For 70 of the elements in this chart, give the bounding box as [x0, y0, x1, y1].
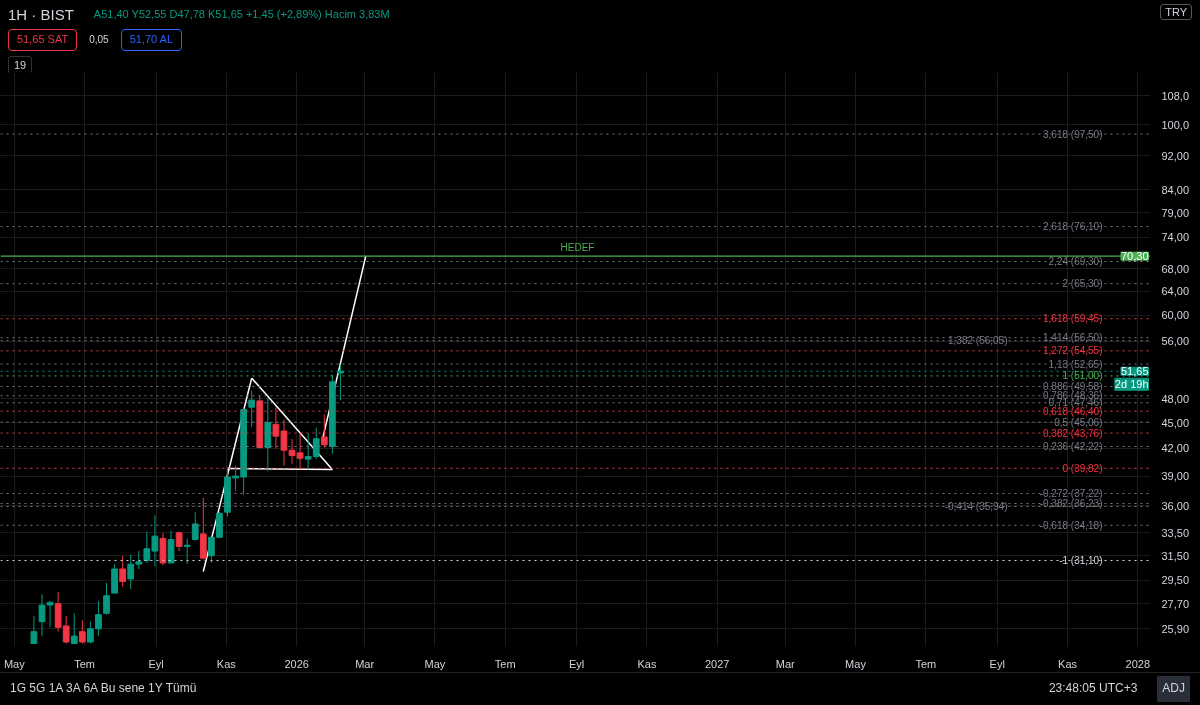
y-tick-label: 36,00 [1161, 499, 1190, 512]
ref-line-label: 1,382 (56,05) [948, 335, 1008, 347]
x-tick-label: May [845, 657, 867, 670]
y-tick-label: 92,00 [1161, 149, 1190, 162]
x-tick-label: 2027 [705, 657, 730, 670]
y-tick-label: 79,00 [1161, 206, 1190, 219]
y-tick-label: 42,00 [1161, 442, 1190, 455]
text: 51,65 SAT [8, 29, 78, 51]
ref-line-label: -1 (31,10) [1059, 555, 1103, 567]
annotation: 70,30 [1120, 250, 1149, 263]
ref-line-label: 2,618 (76,10) [1043, 221, 1103, 233]
ref-line-label: 0,236 (42,22) [1043, 440, 1103, 452]
y-tick-label: 84,00 [1161, 183, 1190, 196]
x-tick-label: Mar [355, 657, 375, 670]
x-tick-label: Eyl [989, 657, 1005, 670]
ref-line-label: HEDEF [560, 242, 595, 254]
y-tick-label: 56,00 [1161, 335, 1190, 348]
y-tick-label: 60,00 [1161, 309, 1190, 322]
x-tick-label: Tem [74, 657, 96, 670]
x-tick-label: Kas [637, 657, 657, 670]
ref-line-label: -0,618 (34,18) [1039, 519, 1103, 531]
text: 1G 5G 1A 3A 6A Bu sene 1Y Tümü [10, 680, 197, 698]
x-tick-label: May [3, 657, 26, 670]
ref-line-label: 2 (65,30) [1062, 278, 1103, 290]
y-tick-label: 27,70 [1161, 597, 1190, 610]
text: A51,40 Y52,55 D47,78 K51,65 +1,45 (+2,89%) Hacim 3,83M [93, 7, 390, 23]
y-tick-label: 25,90 [1161, 622, 1190, 635]
x-tick-label: Eyl [148, 657, 164, 670]
x-tick-label: 2026 [284, 657, 309, 670]
ref-line-label: 3,618 (97,50) [1043, 128, 1103, 140]
ref-line-label: -0,414 (35,94) [944, 501, 1008, 513]
y-tick-label: 31,50 [1161, 549, 1190, 562]
text: 0,05 [88, 32, 110, 47]
ref-line-label: 0,5 (45,06) [1054, 416, 1103, 428]
text: 23:48:05 UTC+3 [1048, 680, 1138, 698]
ref-line-label: 1,13 (52,65) [1048, 358, 1103, 370]
y-tick-label: 39,00 [1161, 470, 1190, 483]
y-tick-label: 45,00 [1161, 416, 1190, 429]
text: ADJ [1157, 676, 1190, 702]
y-tick-label: 33,50 [1161, 526, 1190, 539]
x-tick-label: May [424, 657, 446, 670]
text: 51,70 AL [120, 29, 183, 51]
x-tick-label: Tem [915, 657, 937, 670]
ref-line-label: 1,618 (59,45) [1043, 313, 1103, 325]
y-tick-label: 108,0 [1161, 89, 1190, 102]
ref-line-label: 1,414 (56,50) [1043, 332, 1103, 344]
x-tick-label: Mar [775, 657, 796, 670]
x-tick-label: Kas [216, 657, 237, 670]
x-tick-label: Tem [494, 657, 516, 670]
y-tick-label: 64,00 [1161, 285, 1190, 298]
ref-line-label: -0,272 (37,22) [1039, 487, 1103, 499]
ref-line-label: 0,886 (49,58) [1043, 380, 1103, 392]
y-tick-label: 29,50 [1161, 574, 1190, 587]
text: TRY [1160, 4, 1192, 20]
annotation: 51,65 [1120, 365, 1149, 378]
text: 1H · BIST [8, 5, 74, 26]
ref-line-label: 1,272 (54,55) [1043, 345, 1103, 357]
x-tick-label: Kas [1058, 657, 1078, 670]
x-tick-label: 2028 [1125, 657, 1151, 670]
y-tick-label: 48,00 [1161, 392, 1190, 405]
annotation: 2d 19h [1114, 378, 1149, 391]
y-tick-label: 74,00 [1161, 231, 1190, 244]
ref-line-label: 0 (39,82) [1062, 462, 1103, 474]
y-tick-label: 100,0 [1161, 118, 1190, 131]
text: 19 [8, 56, 33, 76]
ref-line-label: 0,382 (43,76) [1043, 427, 1103, 439]
x-tick-label: Eyl [569, 657, 585, 670]
ref-line-label: 1 (51,00) [1062, 370, 1103, 382]
y-tick-label: 68,00 [1161, 262, 1190, 275]
ref-line-label: 2,24 (69,30) [1048, 256, 1103, 268]
